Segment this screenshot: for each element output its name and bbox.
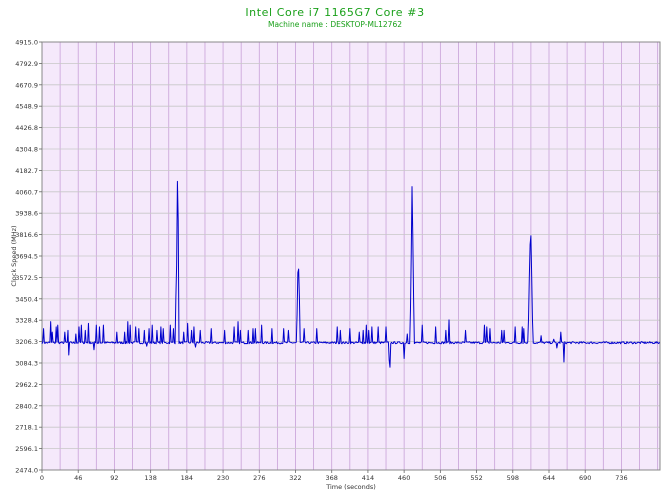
x-tick-label: 644 <box>543 474 555 482</box>
x-tick-label: 322 <box>289 474 301 482</box>
y-tick-label: 3938.6 <box>15 210 38 218</box>
y-tick-label: 2840.2 <box>15 402 38 410</box>
x-tick-label: 414 <box>362 474 374 482</box>
y-tick-label: 3084.3 <box>15 359 38 367</box>
x-tick-label: 230 <box>217 474 229 482</box>
clock-speed-series-line <box>41 180 661 368</box>
x-tick-label: 92 <box>110 474 118 482</box>
y-tick-label: 3816.6 <box>15 231 38 239</box>
x-axis-ticks: 0 46 92 138 184 230 276 322 368 414 460 506 552 598 64… <box>40 470 628 482</box>
chart-subtitle: Machine name : DESKTOP-ML12762 <box>267 20 402 29</box>
y-tick-label: 2596.1 <box>15 445 38 453</box>
x-tick-label: 276 <box>253 474 265 482</box>
y-tick-label: 3572.5 <box>15 274 38 282</box>
y-tick-label: 4548.9 <box>15 103 38 111</box>
y-axis-ticks: 2474.0 2596.1 2718.1 2840.2 2962.2 3084.3 3206… <box>15 39 42 475</box>
x-tick-label: 690 <box>579 474 591 482</box>
x-tick-label: 138 <box>144 474 156 482</box>
y-tick-label: 3694.5 <box>15 253 38 261</box>
x-tick-label: 552 <box>470 474 482 482</box>
x-tick-label: 460 <box>398 474 410 482</box>
y-tick-label: 4060.7 <box>15 188 38 196</box>
x-tick-label: 0 <box>40 474 44 482</box>
x-tick-label: 506 <box>434 474 446 482</box>
y-tick-label: 3328.4 <box>15 317 38 325</box>
y-tick-label: 4915.0 <box>15 39 38 47</box>
y-tick-label: 3206.3 <box>15 338 38 346</box>
y-tick-label: 4426.8 <box>15 124 38 132</box>
x-tick-label: 46 <box>74 474 82 482</box>
y-tick-label: 4670.9 <box>15 81 38 89</box>
x-tick-label: 736 <box>615 474 627 482</box>
chart-title: Intel Core i7 1165G7 Core #3 <box>245 6 425 19</box>
y-tick-label: 2962.2 <box>15 381 38 389</box>
y-tick-label: 2474.0 <box>15 467 38 475</box>
x-tick-label: 368 <box>326 474 338 482</box>
y-tick-label: 2718.1 <box>15 424 38 432</box>
x-tick-label: 598 <box>507 474 519 482</box>
y-tick-label: 3450.4 <box>15 295 38 303</box>
horizontal-gridlines <box>42 41 660 471</box>
y-tick-label: 4792.9 <box>15 60 38 68</box>
y-tick-label: 4182.7 <box>15 167 38 175</box>
y-axis-label: Clock Speed (MHz) <box>10 225 18 286</box>
y-tick-label: 4304.8 <box>15 145 38 153</box>
x-tick-label: 184 <box>181 474 193 482</box>
x-axis-label: Time (seconds) <box>325 483 376 491</box>
